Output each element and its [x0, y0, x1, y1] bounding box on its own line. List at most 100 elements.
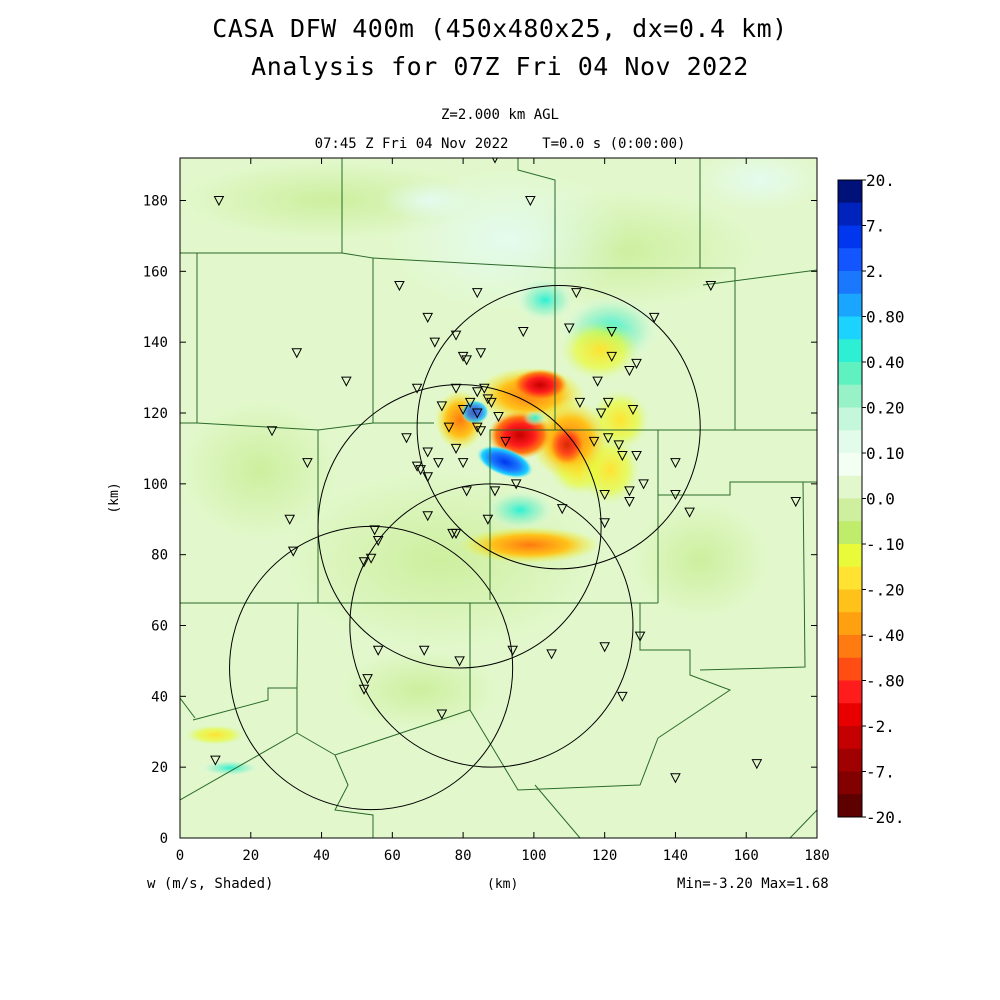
station-marker: [422, 472, 434, 483]
colorbar-swatch: [838, 657, 862, 681]
station-marker: [433, 458, 444, 469]
colorbar-swatch: [838, 589, 862, 613]
colorbar-swatch: [838, 521, 862, 545]
station-marker: [705, 281, 717, 292]
station-marker: [599, 642, 610, 653]
station-marker: [291, 348, 303, 359]
station-marker: [369, 525, 380, 536]
station-marker: [401, 433, 412, 444]
colorbar-swatch: [838, 498, 862, 522]
station-marker: [624, 497, 635, 508]
colorbar-swatch: [838, 703, 862, 727]
station-marker: [443, 422, 455, 433]
colorbar-swatch: [838, 339, 862, 363]
colorbar-label: -.10: [866, 535, 905, 554]
station-marker: [471, 422, 483, 433]
station-marker: [422, 447, 434, 458]
colorbar: 20. 7. 2. 0.80 0.40 0.20 0.10 0.0 -.10 -.20 -.40 -.…: [837, 171, 905, 827]
plot-frame: [179, 157, 818, 839]
station-marker: [482, 394, 494, 405]
station-marker: [588, 436, 600, 447]
station-marker: [454, 656, 465, 667]
station-marker: [302, 458, 313, 469]
station-marker: [471, 387, 483, 398]
station-marker: [556, 504, 568, 515]
station-marker: [500, 436, 511, 447]
station-marker: [489, 486, 501, 497]
station-marker: [563, 323, 575, 334]
station-marker: [266, 426, 278, 437]
colorbar-label: -.40: [866, 626, 905, 645]
colorbar-label: 20.: [866, 171, 895, 190]
map-subtitle: Analysis for 07Z Fri 04 Nov 2022: [251, 52, 749, 81]
station-marker: [429, 337, 441, 348]
colorbar-swatch: [838, 248, 862, 272]
station-marker: [790, 497, 802, 508]
station-marker: [624, 366, 635, 377]
station-marker: [517, 327, 529, 338]
station-marker: [606, 327, 618, 338]
station-marker: [617, 691, 628, 702]
station-marker: [450, 528, 462, 539]
y-tick-label: 80: [151, 548, 168, 564]
colorbar-swatch: [838, 293, 862, 317]
station-marker: [372, 536, 384, 547]
station-marker: [475, 348, 487, 359]
station-marker: [422, 312, 434, 323]
colorbar-label: 0.80: [866, 308, 905, 327]
colorbar-swatch: [838, 771, 862, 795]
x-tick-label: 60: [384, 848, 401, 864]
y-tick-label: 100: [143, 477, 168, 493]
colorbar-swatch: [838, 544, 862, 568]
station-marker: [627, 404, 639, 416]
colorbar-label: 0.0: [866, 490, 895, 509]
y-axis-label: (km): [107, 482, 122, 513]
colorbar-swatch: [838, 384, 862, 408]
station-marker: [471, 408, 483, 419]
x-tick-label: 160: [734, 848, 759, 864]
colorbar-label: 2.: [866, 262, 885, 281]
colorbar-label: 0.20: [866, 399, 905, 418]
station-marker: [631, 358, 642, 369]
station-marker: [358, 557, 370, 568]
colorbar-swatch: [838, 726, 862, 750]
colorbar-swatch: [838, 225, 862, 249]
colorbar-swatch: [838, 407, 862, 431]
station-marker: [482, 514, 494, 525]
colorbar-swatch: [838, 635, 862, 659]
station-marker: [450, 443, 462, 454]
x-tick-label: 0: [176, 848, 184, 864]
y-tick-label: 160: [143, 264, 168, 280]
colorbar-label: 0.10: [866, 444, 905, 463]
colorbar-label: -20.: [866, 808, 905, 827]
station-marker: [525, 196, 536, 207]
station-marker: [631, 451, 642, 462]
station-marker: [510, 479, 522, 490]
station-marker: [670, 458, 681, 469]
colorbar-swatch: [838, 566, 862, 590]
station-marker: [365, 553, 377, 564]
x-tick-label: 100: [521, 848, 546, 864]
radar-ring-1: [416, 285, 701, 570]
y-tick-label: 120: [143, 406, 168, 422]
station-markers: [210, 158, 802, 784]
station-marker: [571, 288, 582, 299]
y-tick-label: 140: [143, 335, 168, 351]
station-marker: [358, 684, 370, 695]
colorbar-label: -.80: [866, 672, 905, 691]
station-marker: [602, 397, 614, 408]
field-shading: [180, 158, 817, 838]
radar-ring-3: [349, 483, 634, 768]
colorbar-swatch: [838, 612, 862, 636]
station-marker: [592, 376, 603, 387]
station-marker: [362, 674, 373, 685]
station-marker: [450, 383, 462, 394]
x-tick-label: 120: [592, 848, 617, 864]
x-tick-label: 40: [313, 848, 330, 864]
station-marker: [457, 351, 469, 362]
station-marker: [464, 397, 476, 408]
colorbar-swatch: [838, 430, 862, 454]
station-marker: [634, 631, 646, 642]
level-label: Z=2.000 km AGL: [440, 107, 559, 123]
station-marker: [436, 401, 448, 412]
